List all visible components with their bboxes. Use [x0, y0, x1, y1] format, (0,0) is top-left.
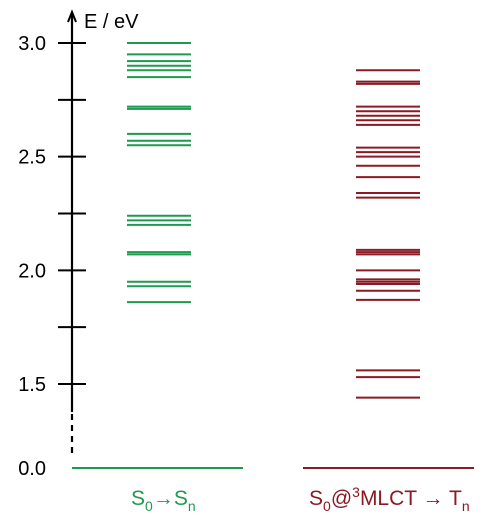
y-tick-label: 1.5 — [18, 374, 46, 396]
y-ticks: 1.5 2.0 2.5 3.0 0.0 — [18, 33, 86, 480]
y-tick-label: 2.0 — [18, 260, 46, 282]
series-label: S0@3MLCT → Tn — [309, 484, 470, 514]
y-axis-title: E / eV — [84, 11, 139, 33]
baseline-label: 0.0 — [18, 458, 46, 480]
energy-levels — [72, 42, 474, 469]
labels: S0→Sn S0@3MLCT → Tn — [131, 484, 470, 514]
y-tick-label: 2.5 — [18, 147, 46, 169]
y-axis-arrow — [67, 9, 77, 23]
series-label: S0→Sn — [131, 487, 196, 514]
y-tick-label: 3.0 — [18, 33, 46, 55]
